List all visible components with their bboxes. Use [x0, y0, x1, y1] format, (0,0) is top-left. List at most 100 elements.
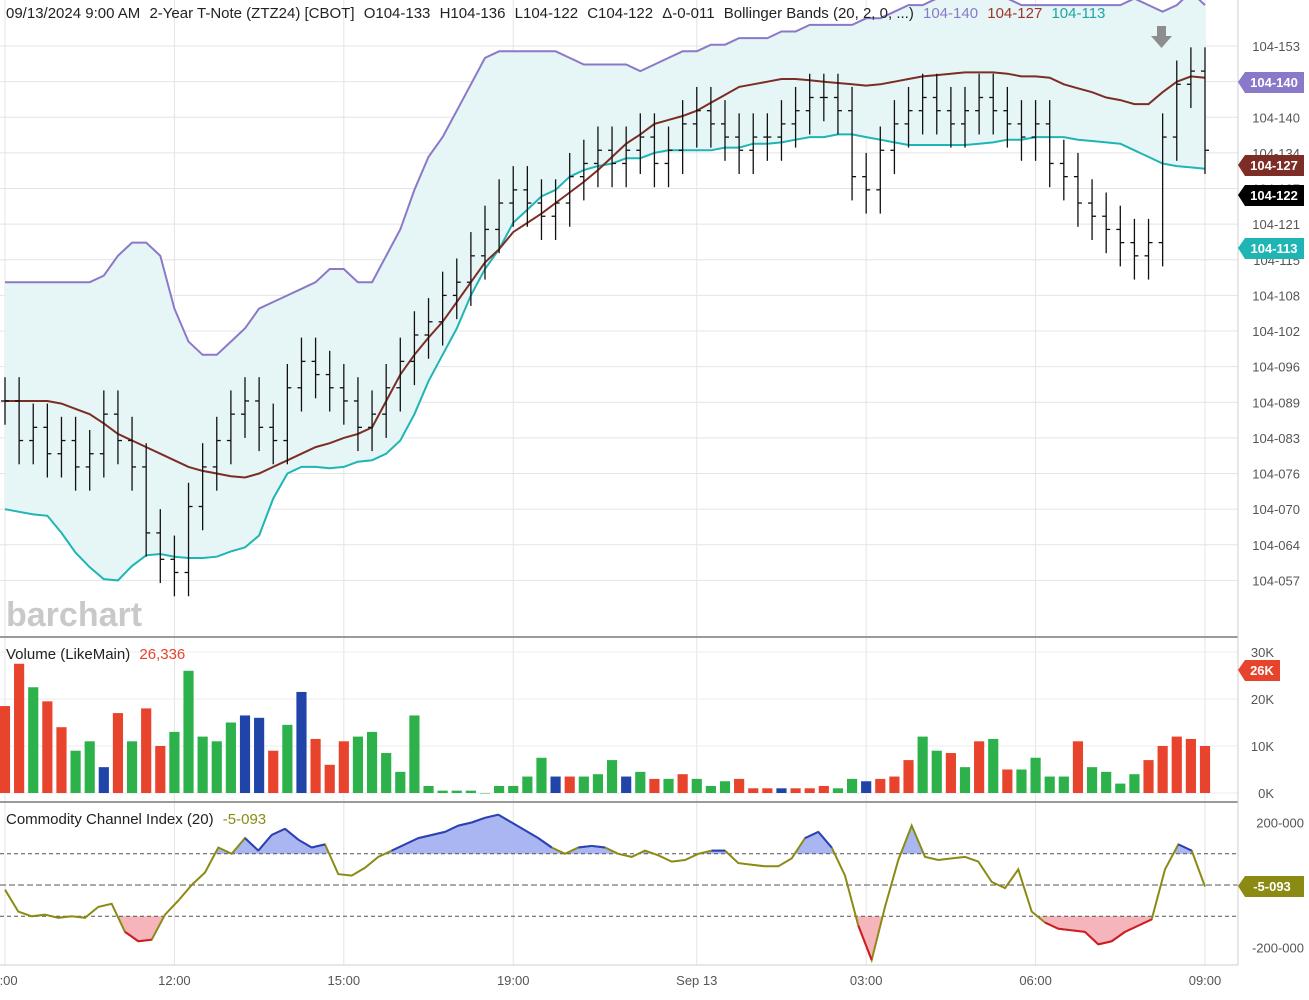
lower-band-badge-text: 104-113 [1251, 241, 1298, 256]
header-high: H104-136 [440, 5, 506, 22]
cci-overbought-segment [444, 824, 459, 833]
volume-bar [155, 746, 166, 793]
cci-overbought-segment [578, 844, 592, 849]
volume-bar [832, 788, 844, 793]
volume-bar [465, 790, 476, 793]
volume-bar [663, 778, 674, 793]
cci-oversold-segment [1124, 924, 1139, 933]
price-tick-label: 104-108 [1252, 288, 1300, 303]
ohlc-bar [833, 73, 842, 135]
ohlc-bars [1, 47, 1209, 597]
price-tick-label: 104-121 [1252, 217, 1300, 232]
volume-bar [84, 741, 95, 793]
volume-bar [1086, 767, 1098, 793]
volume-bar [1016, 769, 1027, 793]
header-legend: 09/13/2024 9:00 AM 2-Year T-Note (ZTZ24)… [6, 5, 1105, 22]
volume-bar [1199, 746, 1211, 793]
arrow-down-icon[interactable] [1151, 26, 1172, 48]
ohlc-bar [692, 86, 701, 148]
ohlc-bar [255, 377, 264, 452]
volume-bar [28, 687, 39, 793]
volume-bar [254, 717, 265, 793]
ohlc-bar [721, 100, 729, 161]
volume-bar [691, 778, 702, 793]
ohlc-bar [212, 416, 221, 491]
header-open: O104-133 [364, 5, 431, 22]
barchart-watermark: barchart [6, 596, 142, 634]
ohlc-bar [226, 390, 235, 465]
cci-panel[interactable]: 200-000 -200-000 [0, 813, 1304, 964]
ohlc-bar [353, 377, 362, 452]
volume-bar [550, 776, 561, 793]
volume-bar [42, 701, 53, 793]
ohlc-bar [99, 390, 108, 478]
cci-fills [51, 814, 1193, 960]
volume-bar [197, 736, 208, 793]
cci-oversold-segment [124, 931, 139, 943]
volume-bar [945, 753, 956, 793]
price-tick-label: 104-064 [1252, 538, 1300, 553]
cci-line [4, 813, 1206, 964]
volume-bar [451, 790, 462, 793]
volume-bar [1030, 757, 1041, 793]
cci-oversold-segment [1071, 929, 1086, 933]
cci-overbought-segment [817, 831, 833, 849]
header-datetime: 09/13/2024 9:00 AM [6, 5, 140, 22]
volume-bar [112, 713, 124, 793]
volume-bar [381, 753, 392, 793]
ohlc-bar [763, 113, 772, 161]
cci-oversold-fill [855, 916, 883, 960]
cci-legend: Commodity Channel Index (20) -5-093 [6, 811, 266, 828]
ohlc-bar [565, 152, 574, 227]
ohlc-bar [128, 416, 137, 491]
volume-bar [861, 781, 872, 793]
ohlc-bar [170, 535, 179, 597]
ohlc-bar [297, 337, 306, 412]
volume-bar [126, 741, 138, 793]
volume-bar [14, 663, 25, 793]
ohlc-bar [1073, 152, 1082, 227]
volume-bar [98, 767, 109, 793]
ohlc-bar [57, 416, 66, 478]
ohlc-bar [509, 166, 518, 227]
cci-oversold-segment [1058, 927, 1072, 932]
ohlc-bar [241, 377, 249, 438]
cci-overbought-segment [284, 827, 299, 841]
volume-axis: 30K 20K 10K 0K [1251, 645, 1274, 801]
ohlc-bar [452, 258, 461, 320]
volume-bar [268, 750, 279, 793]
cci-overbought-segment [297, 838, 313, 849]
cci-overbought-segment [537, 837, 553, 849]
cci-oversold-segment [1098, 940, 1112, 946]
cci-overbought-segment [524, 829, 539, 839]
volume-bar [889, 776, 900, 793]
volume-legend: Volume (LikeMain) 26,336 [6, 646, 185, 663]
volume-bar [1171, 736, 1182, 793]
volume-bar [649, 778, 660, 793]
volume-bar [1185, 738, 1196, 793]
ohlc-bar [805, 73, 814, 135]
cci-overbought-segment [591, 844, 606, 849]
header-lower-value: 104-113 [1051, 5, 1105, 22]
volume-bar [296, 691, 307, 793]
volume-bar [536, 757, 547, 793]
ohlc-bar [650, 113, 659, 188]
volume-bar [931, 750, 942, 793]
volume-bar [1129, 774, 1140, 793]
header-close: C104-122 [587, 5, 653, 22]
last-price-badge: 104-122 [1238, 185, 1304, 206]
ohlc-bar [819, 73, 828, 122]
cci-overbought-segment [257, 834, 273, 852]
time-tick-label: 12:00 [158, 973, 191, 988]
middle-band-badge-text: 104-127 [1250, 158, 1298, 173]
ohlc-bar [989, 73, 998, 135]
volume-panel[interactable]: 30K 20K 10K 0K [0, 645, 1274, 801]
volume-bar [1143, 760, 1154, 793]
cci-reference-lines [0, 853, 1238, 917]
volume-bar [988, 738, 999, 793]
ohlc-bar [537, 179, 546, 240]
cci-overbought-segment [458, 821, 472, 827]
ohlc-bar [579, 139, 588, 201]
price-panel[interactable]: 104-153104-147104-140104-134104-127104-1… [1, 0, 1300, 597]
ohlc-bar [1158, 113, 1167, 267]
